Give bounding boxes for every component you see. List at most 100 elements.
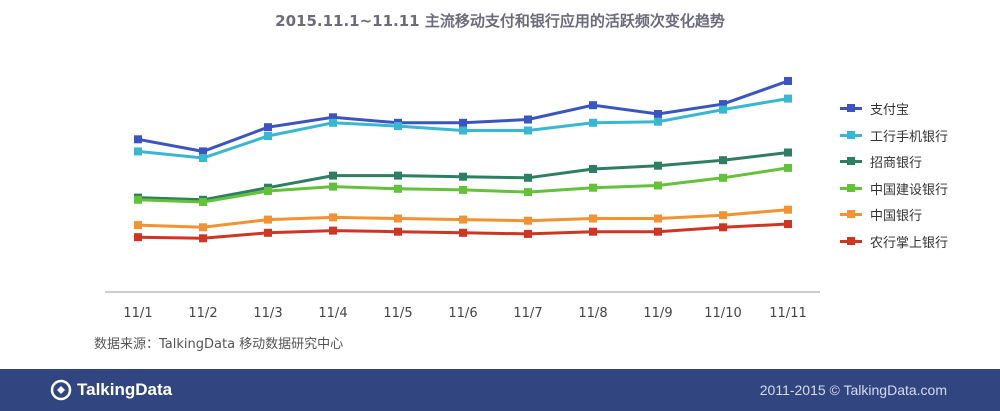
x-tick-label: 11/9 — [643, 306, 672, 321]
legend-label: 农行掌上银行 — [870, 235, 949, 251]
data-point — [459, 172, 467, 181]
legend-item: 中国银行 — [840, 205, 922, 224]
x-tick-label: 11/4 — [318, 306, 347, 321]
data-point — [654, 227, 662, 236]
data-point — [264, 132, 272, 140]
data-point — [199, 147, 207, 156]
data-point — [524, 229, 532, 238]
data-point — [719, 100, 727, 109]
data-point — [524, 188, 532, 197]
x-tick-label: 11/1 — [123, 306, 152, 321]
legend-item: 中国建设银行 — [840, 179, 948, 198]
footer-copyright: 2011-2015 © TalkingData.com — [759, 382, 947, 398]
legend-item: 农行掌上银行 — [840, 232, 948, 251]
footer-brand-text: TalkingData — [77, 380, 173, 399]
data-point — [199, 234, 207, 243]
legend-marker — [840, 183, 862, 192]
series-5 — [134, 220, 792, 243]
data-point — [394, 122, 402, 131]
data-point — [719, 211, 727, 220]
data-point — [654, 161, 662, 170]
data-point — [329, 182, 337, 191]
data-point — [199, 223, 207, 232]
footer-logo: TalkingData — [50, 379, 172, 401]
x-tick-label: 11/2 — [188, 306, 217, 321]
data-point — [264, 123, 272, 132]
series-3 — [134, 163, 792, 206]
legend-marker — [840, 236, 862, 245]
legend-marker — [840, 104, 862, 112]
legend-label: 招商银行 — [870, 156, 923, 171]
data-point — [784, 94, 792, 103]
line-chart: 11/1 11/2 11/3 11/4 11/5 11/6 11/7 11/8 11/9 11/1… — [105, 77, 820, 321]
data-point — [784, 220, 792, 228]
x-tick-label: 11/7 — [513, 306, 542, 321]
data-point — [459, 215, 467, 224]
data-point — [589, 214, 597, 223]
x-tick-label: 11/5 — [383, 306, 412, 321]
data-point — [784, 77, 792, 85]
data-point — [394, 214, 402, 223]
series-1 — [134, 94, 792, 162]
data-point — [589, 165, 597, 173]
data-point — [264, 228, 272, 237]
data-point — [589, 118, 597, 127]
data-point — [264, 215, 272, 224]
legend-item: 支付宝 — [840, 99, 909, 118]
legend-label: 工行手机银行 — [870, 129, 949, 145]
data-point — [459, 228, 467, 237]
data-point — [719, 156, 727, 165]
data-point — [784, 205, 792, 214]
data-point — [329, 226, 337, 235]
legend-marker — [840, 130, 862, 139]
data-point — [654, 110, 662, 118]
data-point — [719, 105, 727, 114]
source-note: 数据来源：TalkingData 移动数据研究中心 — [94, 337, 344, 352]
legend-item: 工行手机银行 — [840, 126, 948, 145]
talkingdata-logo-icon — [50, 379, 72, 401]
data-point — [329, 118, 337, 127]
data-point — [524, 115, 532, 124]
data-point — [589, 101, 597, 110]
data-point — [329, 171, 337, 180]
data-point — [394, 171, 402, 180]
data-point — [589, 183, 597, 192]
data-point — [264, 187, 272, 195]
legend-label: 支付宝 — [870, 103, 910, 118]
data-point — [394, 227, 402, 236]
data-point — [654, 181, 662, 190]
data-point — [459, 118, 467, 127]
data-point — [134, 233, 142, 242]
data-point — [134, 195, 142, 204]
data-point — [329, 113, 337, 122]
x-tick-label: 11/6 — [448, 306, 477, 321]
data-point — [134, 221, 142, 230]
x-tick-label: 11/3 — [253, 306, 282, 321]
data-point — [459, 126, 467, 135]
data-point — [654, 214, 662, 223]
legend-marker — [840, 210, 862, 218]
data-point — [329, 213, 337, 222]
data-point — [394, 184, 402, 193]
x-tick-label: 11/10 — [704, 306, 741, 321]
legend-marker — [840, 157, 862, 165]
legend-item: 招商银行 — [840, 152, 922, 171]
data-point — [524, 126, 532, 135]
data-point — [719, 223, 727, 232]
legend-label: 中国建设银行 — [870, 182, 949, 198]
data-point — [199, 198, 207, 206]
data-point — [134, 135, 142, 144]
data-point — [459, 185, 467, 194]
data-point — [784, 163, 792, 172]
data-point — [654, 117, 662, 126]
data-point — [719, 173, 727, 182]
x-tick-label: 11/8 — [578, 306, 607, 321]
x-tick-label: 11/11 — [769, 306, 806, 321]
data-point — [199, 154, 207, 162]
legend-label: 中国银行 — [870, 209, 923, 224]
data-point — [589, 227, 597, 236]
footer-bar: TalkingData 2011-2015 © TalkingData.com — [0, 369, 1000, 411]
series-4 — [134, 205, 792, 232]
data-point — [524, 173, 532, 182]
data-point — [524, 216, 532, 225]
